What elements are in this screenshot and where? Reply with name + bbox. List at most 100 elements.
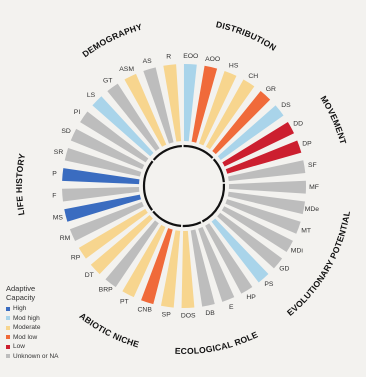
bar-label-rm: RM	[60, 235, 71, 242]
bar-as	[143, 67, 174, 144]
legend-label: Mod high	[13, 314, 40, 322]
bar-sf	[227, 160, 306, 182]
bar-label-eoo: EOO	[183, 53, 198, 60]
bar-label-ch: CH	[248, 73, 258, 80]
bar-hp	[205, 223, 253, 294]
bar-dos	[181, 230, 195, 308]
bar-ms	[64, 194, 141, 222]
category-label-ecological-role: ECOLOGICAL ROLE	[175, 329, 260, 356]
bar-label-db: DB	[205, 310, 215, 317]
category-ring-3	[182, 221, 202, 228]
bar-ch	[205, 79, 255, 150]
bar-label-sd: SD	[61, 128, 71, 135]
bar-label-pt: PT	[120, 298, 129, 305]
bar-label-cnb: CNB	[138, 307, 153, 314]
category-ring-5	[142, 160, 154, 211]
bar-label-mde: MDe	[305, 206, 320, 213]
legend-title-line1: Adaptive	[6, 284, 36, 293]
bar-label-mdi: MDi	[291, 247, 304, 254]
bar-label-gd: GD	[279, 265, 289, 272]
bar-db	[190, 229, 215, 307]
legend: Adaptive Capacity High Mod high Moderate…	[6, 284, 59, 361]
bar-gt	[107, 83, 160, 151]
bar-sp	[160, 230, 181, 308]
bar-label-as: AS	[143, 58, 153, 65]
bar-ps	[211, 218, 269, 283]
category-label-abiotic-niche: ABIOTIC NICHE	[78, 311, 141, 350]
legend-item-mod-low: Mod low	[6, 333, 59, 343]
bar-label-sr: SR	[54, 149, 64, 156]
bar-sr	[64, 147, 142, 177]
category-label-distribution: DISTRIBUTION	[215, 19, 278, 53]
legend-item-moderate: Moderate	[6, 323, 59, 333]
bar-label-dd: DD	[293, 121, 303, 128]
legend-label: Moderate	[13, 324, 41, 331]
bar-sd	[70, 128, 145, 170]
bar-label-sp: SP	[162, 312, 172, 319]
category-label-demography: DEMOGRAPHY	[80, 22, 143, 60]
bar-label-hp: HP	[246, 294, 256, 301]
bar-label-dp: DP	[302, 141, 312, 148]
bar-pi	[80, 111, 149, 163]
bar-r	[163, 64, 182, 142]
bar-label-brp: BRP	[99, 287, 113, 294]
category-ring-6	[152, 144, 182, 161]
bar-gd	[217, 212, 283, 269]
bar-label-e: E	[229, 304, 234, 311]
category-label-movement: MOVEMENT	[318, 94, 348, 146]
legend-swatch	[6, 325, 10, 330]
bar-brp	[105, 220, 159, 288]
bar-cnb	[141, 228, 173, 305]
legend-label: Low	[13, 343, 25, 350]
legend-item-mod-high: Mod high	[6, 314, 59, 324]
bar-rp	[78, 208, 148, 259]
bar-gr	[212, 91, 271, 155]
bar-label-ps: PS	[264, 281, 274, 288]
bar-dp	[225, 140, 302, 174]
bar-p	[62, 168, 140, 185]
legend-label: High	[13, 305, 27, 312]
legend-item-high: High	[6, 304, 59, 314]
bar-f	[62, 187, 140, 202]
bar-mf	[228, 180, 306, 194]
bar-label-sf: SF	[308, 162, 317, 169]
legend-swatch	[6, 354, 10, 359]
bar-dt	[90, 215, 153, 275]
category-ring-0	[183, 144, 214, 159]
bar-aoo	[191, 65, 218, 143]
bar-hs	[198, 70, 237, 146]
legend-item-low: Low	[6, 342, 59, 352]
bar-mt	[225, 199, 301, 234]
bar-label-mt: MT	[301, 227, 311, 234]
bar-label-f: F	[52, 193, 56, 200]
category-ring-1	[212, 158, 225, 183]
bar-ds	[217, 105, 284, 160]
category-label-life-history: LIFE HISTORY	[14, 152, 27, 216]
category-ring-4	[152, 210, 182, 227]
bar-pt	[122, 224, 166, 298]
bar-label-mf: MF	[309, 184, 319, 191]
bar-ls	[92, 96, 154, 157]
legend-label: Unknown or NA	[13, 352, 59, 360]
bar-label-rp: RP	[71, 255, 81, 262]
bar-label-ds: DS	[281, 102, 291, 109]
legend-label: Mod low	[13, 333, 38, 341]
bar-mdi	[221, 206, 293, 253]
legend-title: Adaptive Capacity	[6, 284, 59, 302]
bar-label-p: P	[52, 170, 57, 177]
legend-swatch	[6, 344, 10, 349]
bar-label-pi: PI	[74, 109, 81, 116]
bar-label-dos: DOS	[181, 313, 196, 320]
legend-item-unknown: Unknown or NA	[6, 352, 59, 362]
bar-dd	[222, 122, 295, 167]
bar-label-aoo: AOO	[205, 56, 220, 63]
legend-swatch	[6, 335, 10, 340]
bar-label-ms: MS	[53, 214, 64, 221]
legend-swatch	[6, 306, 10, 311]
bar-label-ls: LS	[87, 92, 96, 99]
legend-swatch	[6, 316, 10, 321]
bar-label-asm: ASM	[119, 66, 134, 73]
bar-label-r: R	[166, 54, 171, 61]
bar-label-gr: GR	[266, 86, 276, 93]
